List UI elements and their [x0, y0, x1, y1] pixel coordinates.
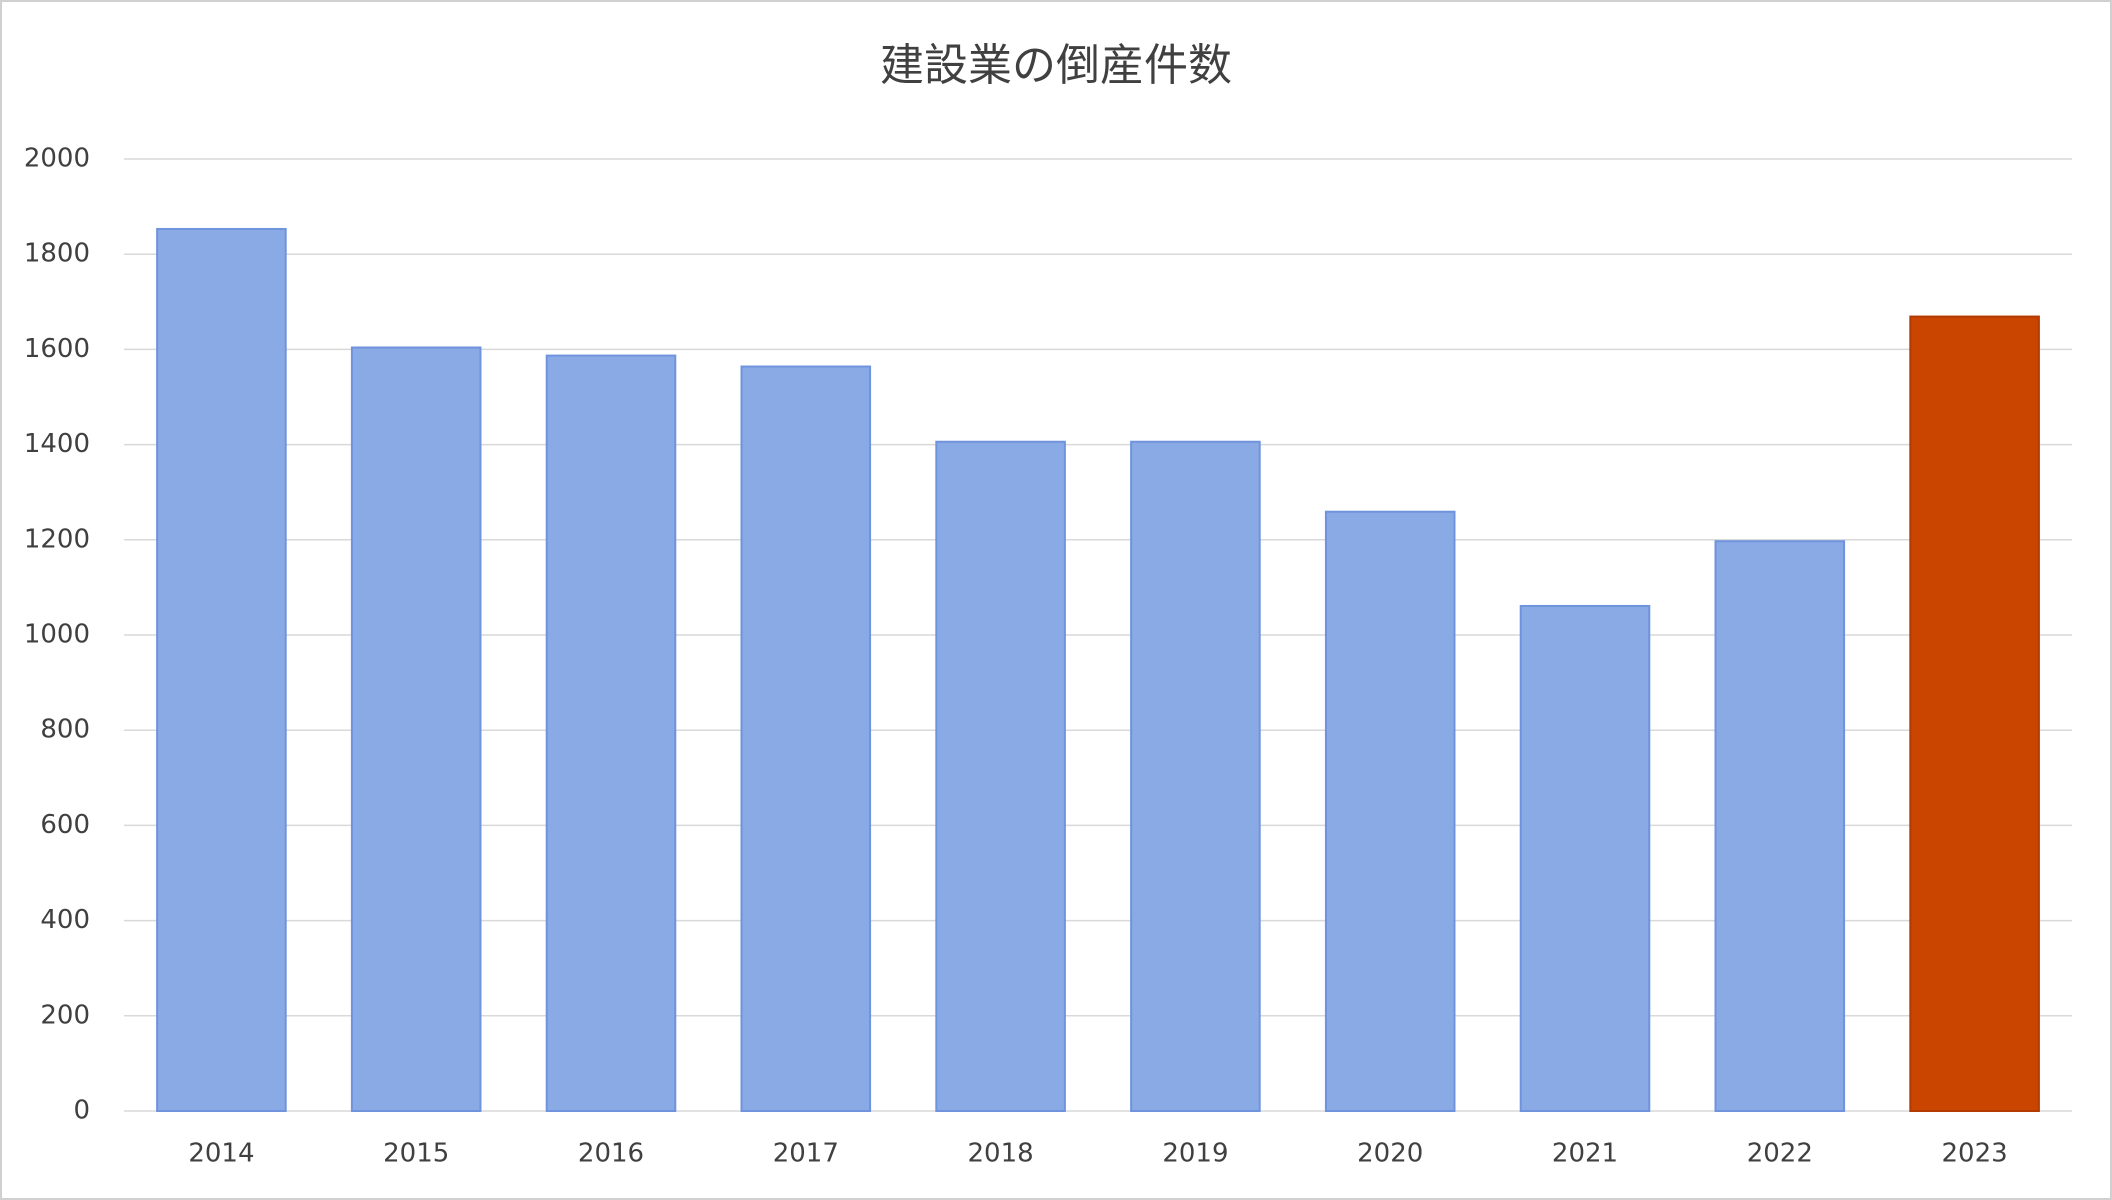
bar — [740, 365, 872, 1112]
y-tick-label: 2000 — [24, 144, 90, 174]
y-tick-label: 600 — [40, 810, 90, 840]
x-tick-label: 2020 — [1357, 1139, 1423, 1169]
x-tick-label: 2017 — [773, 1139, 839, 1169]
chart-title: 建設業の倒産件数 — [880, 40, 1232, 91]
x-tick-label: 2022 — [1747, 1139, 1813, 1169]
bar — [1324, 510, 1456, 1112]
bar — [935, 440, 1066, 1112]
y-tick-label: 1800 — [24, 239, 90, 269]
y-tick-label: 0 — [73, 1096, 90, 1126]
bar — [1909, 315, 2040, 1112]
x-tick-label: 2016 — [578, 1139, 644, 1169]
x-tick-label: 2019 — [1162, 1139, 1228, 1169]
y-tick-label: 1600 — [24, 334, 90, 364]
bar — [1714, 540, 1846, 1112]
x-tick-label: 2018 — [968, 1139, 1034, 1169]
bar — [156, 227, 287, 1113]
y-tick-label: 1200 — [24, 524, 90, 554]
y-tick-label: 400 — [40, 905, 90, 935]
bar — [350, 346, 482, 1113]
y-tick-label: 1000 — [24, 620, 90, 650]
x-tick-label: 2021 — [1552, 1139, 1618, 1169]
bar — [1130, 440, 1261, 1112]
y-tick-label: 800 — [40, 715, 90, 745]
bar — [1519, 604, 1651, 1112]
x-tick-label: 2015 — [383, 1139, 449, 1169]
x-tick-label: 2014 — [188, 1139, 254, 1169]
y-tick-label: 200 — [40, 1000, 90, 1030]
y-tick-label: 1400 — [24, 429, 90, 459]
x-tick-label: 2023 — [1942, 1139, 2008, 1169]
bar — [545, 354, 677, 1112]
